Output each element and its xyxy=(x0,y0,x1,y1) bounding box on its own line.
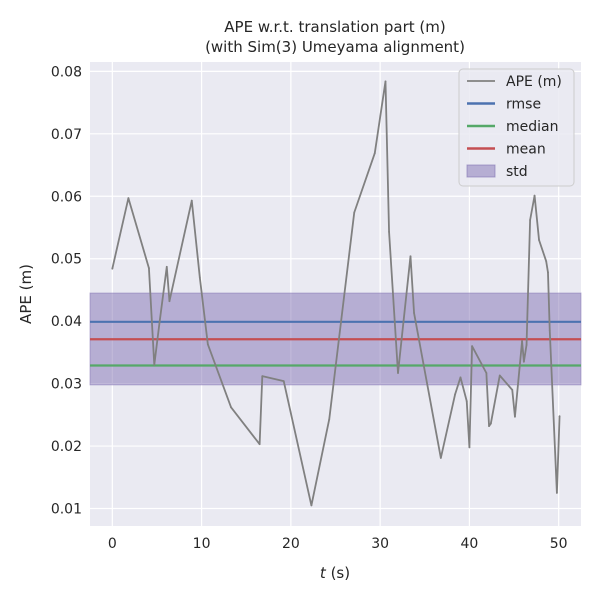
ape-data-point xyxy=(413,312,415,314)
x-tick-label: 30 xyxy=(371,536,389,552)
legend-entry-median-label: median xyxy=(506,119,558,135)
ape-data-point xyxy=(525,343,528,346)
x-axis-label: t (s) xyxy=(320,564,350,582)
ape-data-point xyxy=(468,446,471,449)
ape-data-point xyxy=(498,374,501,377)
legend: APE (m) rmse median mean std xyxy=(458,68,575,187)
y-axis-label: APE (m) xyxy=(17,264,35,324)
ape-data-point xyxy=(198,276,201,279)
y-tick-label: 0.08 xyxy=(51,64,82,80)
ape-data-point xyxy=(153,363,156,366)
ape-series-line xyxy=(111,80,561,507)
ape-data-point xyxy=(488,425,490,427)
ape-data-point xyxy=(529,219,532,221)
y-tick-label: 0.01 xyxy=(51,502,82,518)
ape-data-point xyxy=(485,372,488,374)
legend-entry-std-swatch xyxy=(466,164,496,178)
x-tick-label: 10 xyxy=(193,536,211,552)
y-tick-label: 0.04 xyxy=(51,314,82,330)
ape-data-point xyxy=(158,320,161,323)
ape-data-point xyxy=(165,265,168,268)
ape-data-point xyxy=(397,372,399,374)
ape-data-point xyxy=(521,340,523,343)
ape-data-point xyxy=(230,406,232,409)
y-tick-label: 0.05 xyxy=(51,252,82,268)
legend-entry-ape-label: APE (m) xyxy=(506,74,562,90)
ape-data-point xyxy=(471,345,473,348)
ape-data-point xyxy=(353,211,356,214)
ape-data-point xyxy=(328,418,331,421)
ape-data-point xyxy=(282,380,285,383)
ape-data-point xyxy=(465,400,468,403)
ape-data-point xyxy=(459,376,462,379)
ape-data-point xyxy=(548,329,551,332)
y-tick-label: 0.07 xyxy=(51,127,82,143)
y-tick-label: 0.06 xyxy=(51,189,82,205)
x-tick-label: 50 xyxy=(550,536,568,552)
ape-data-point xyxy=(522,360,525,363)
ape-data-point xyxy=(439,457,442,459)
ape-data-point xyxy=(514,415,516,418)
ape-data-point xyxy=(190,199,193,202)
ape-data-point xyxy=(127,197,130,200)
legend-box xyxy=(458,68,575,187)
x-tick-label: 0 xyxy=(108,536,117,552)
x-axis-label-italic: t xyxy=(320,564,327,582)
legend-entry-std-label: std xyxy=(506,164,528,180)
ape-data-point xyxy=(489,422,492,425)
ape-data-point xyxy=(258,443,261,446)
ape-data-point xyxy=(168,300,171,303)
legend-entry-rmse-label: rmse xyxy=(506,97,541,113)
x-axis-label-unit: (s) xyxy=(326,564,350,582)
ape-data-point xyxy=(555,492,558,494)
ape-data-point xyxy=(409,255,412,258)
ape-data-point xyxy=(558,415,561,417)
y-tick-label: 0.02 xyxy=(51,439,82,455)
legend-entry-mean-label: mean xyxy=(506,142,546,158)
ape-data-point xyxy=(538,239,540,241)
ape-data-point xyxy=(310,504,313,507)
ape-data-point xyxy=(545,260,548,263)
ape-data-point xyxy=(206,343,209,346)
ape-data-point xyxy=(547,271,549,274)
x-tick-label: 20 xyxy=(282,536,300,552)
y-tick-label: 0.03 xyxy=(51,377,82,393)
x-tick-label: 40 xyxy=(460,536,478,552)
ape-data-point xyxy=(261,375,264,378)
chart-title-line1: APE w.r.t. translation part (m) xyxy=(224,18,445,36)
chart-title-line2: (with Sim(3) Umeyama alignment) xyxy=(205,38,465,56)
ape-data-point xyxy=(373,152,376,155)
ape-data-point xyxy=(148,267,150,269)
ape-data-point xyxy=(454,393,457,396)
ape-data-point xyxy=(384,80,387,83)
ape-data-point xyxy=(388,230,390,233)
ape-data-point xyxy=(111,267,114,270)
ape-data-point xyxy=(533,194,536,197)
ape-data-point xyxy=(511,388,514,391)
